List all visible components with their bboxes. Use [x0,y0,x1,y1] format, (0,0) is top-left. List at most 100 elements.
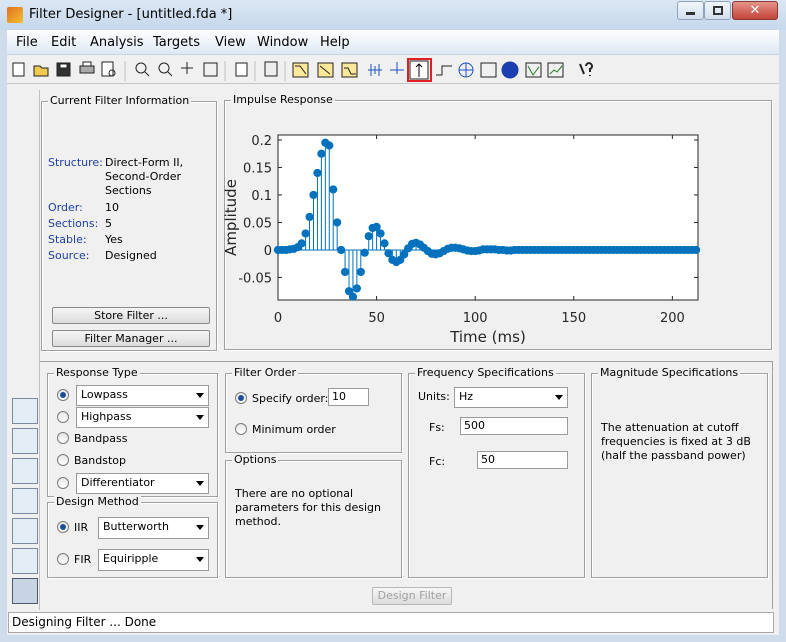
radio-bandpass[interactable] [57,432,69,444]
decoration [525,62,542,78]
side-button[interactable] [12,488,38,514]
y-axis-label: Amplitude [222,179,240,256]
differentiator-dropdown[interactable]: Differentiator [76,473,209,494]
stem-marker [340,267,350,277]
stem-marker [400,250,409,259]
radio-minimum-order[interactable] [235,423,247,435]
menu-item[interactable]: Analysis [90,35,144,50]
stem-marker [364,232,373,241]
radio-iir[interactable] [57,521,69,533]
field-value: Yes [105,233,123,246]
side-button[interactable] [12,548,38,574]
magnitude-text: The attenuation at cutoff frequencies is… [601,421,751,462]
decoration [124,61,286,81]
side-button[interactable] [12,578,38,604]
impulse-response-chart: -0.05 0 0.05 0.1 0.15 0.2 0 50 100 150 200 Time (ms… [222,134,701,346]
toolbar-icons [12,58,593,82]
fs-input[interactable]: 500 [460,417,568,435]
radio-differentiator[interactable] [57,477,69,489]
design-filter-button[interactable]: Design Filter [372,587,452,605]
side-toolbar [8,90,40,610]
option-label: Specify order: [252,392,329,405]
minimize-button[interactable] [677,1,704,20]
field-label: Stable: [48,233,87,246]
toolbar-buttons[interactable] [12,58,593,82]
fc-input[interactable]: 50 [477,451,568,469]
iir-dropdown[interactable]: Butterworth [98,517,209,539]
field-value: Designed [105,249,157,262]
units-label: Units: [418,390,450,403]
panel-title: Frequency Specifications [415,366,556,379]
y-tick-label: -0.05 [238,271,272,286]
field-label: Structure: [48,156,103,169]
radio-lowpass[interactable] [57,389,69,401]
stem-marker [309,190,318,200]
menu-item[interactable]: Targets [153,35,200,50]
order-input[interactable]: 10 [328,388,369,406]
menu-item[interactable]: Edit [51,35,77,50]
maximize-button[interactable] [704,1,731,20]
stem-marker [301,229,310,238]
decoration [415,63,423,77]
menu-item[interactable]: View [215,35,246,50]
lowpass-dropdown[interactable]: Lowpass [76,385,209,406]
side-button[interactable] [12,428,38,454]
stem-marker [325,141,334,150]
option-label: Bandpass [74,432,128,445]
close-button[interactable]: ✕ [732,1,778,20]
radio-specify-order[interactable] [235,392,247,404]
x-tick-label: 200 [660,311,685,326]
panel-title: Options [232,453,279,466]
menu-item[interactable]: Window [257,35,309,50]
decoration [33,65,49,77]
side-button[interactable] [12,398,38,424]
radio-bandstop[interactable] [57,454,69,466]
radio-fir[interactable] [57,553,69,565]
decoration [181,62,193,74]
stem-marker [360,248,369,257]
panel-title: Impulse Response [231,93,335,106]
decoration [59,63,68,69]
field-value: 10 [105,201,119,214]
field-label: Order: [48,201,83,214]
decoration [135,62,147,74]
radio-highpass[interactable] [57,411,69,423]
window-title: Filter Designer - [untitled.fda *] [29,7,233,22]
highpass-dropdown[interactable]: Highpass [76,407,209,428]
stem-marker [317,149,326,158]
decoration [501,61,519,79]
decoration [167,71,173,77]
side-button[interactable] [12,518,38,544]
field-value: Direct-Form II, Second-Order Sections [105,156,184,197]
menu-item[interactable]: Help [320,35,350,50]
side-button[interactable] [12,458,38,484]
decoration [203,62,218,77]
panel-title: Design Method [54,495,141,508]
x-tick-label: 100 [463,311,488,326]
stem-marker [380,239,389,248]
fir-dropdown[interactable]: Equiripple [98,549,209,571]
units-dropdown[interactable]: Hz [454,387,568,408]
decoration [158,62,170,74]
panel-title: Magnitude Specifications [598,366,741,379]
design-method-panel: Design Method IIR Butterworth FIR Equiri… [47,495,218,578]
decoration [235,62,248,77]
fs-label: Fs: [429,421,445,434]
option-label: FIR [74,553,92,566]
stem-marker [384,249,393,258]
store-filter-button[interactable]: Store Filter ... [52,307,210,324]
y-tick-label: 0 [264,244,272,259]
decoration [436,65,452,76]
stem-marker [356,267,365,277]
status-text: Designing Filter ... Done [12,615,157,629]
options-panel: Options There are no optional parameters… [225,453,402,578]
status-bar: Designing Filter ... Done [8,612,774,633]
menu-item[interactable]: File [16,35,38,50]
stem-marker [329,185,338,194]
decoration [264,61,278,77]
response-type-panel: Response Type Lowpass Highpass Bandpass … [47,366,218,497]
filter-manager-button[interactable]: Filter Manager ... [52,330,210,347]
decoration [144,71,150,77]
decoration [549,65,563,75]
magnitude-specs-panel: Magnitude Specifications The attenuation… [591,366,768,578]
